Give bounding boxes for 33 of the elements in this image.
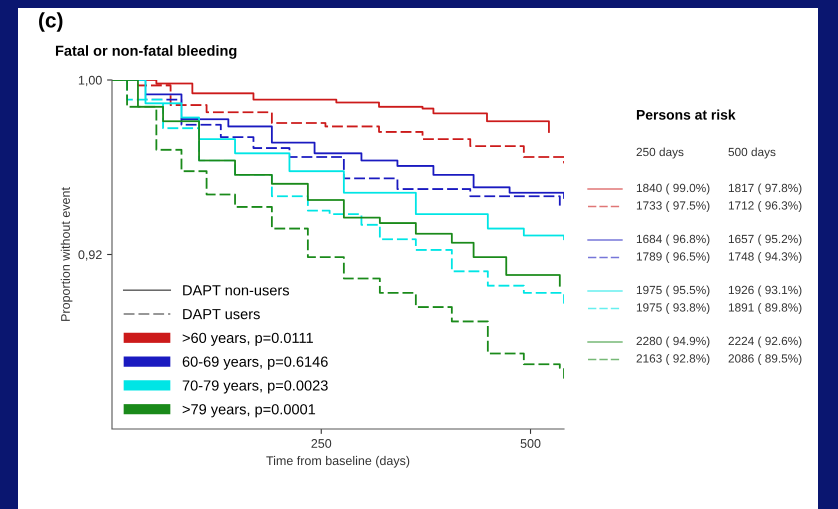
legend-label: 70-79 years, p=0.0023: [182, 380, 328, 394]
legend-label: >60 years, p=0.0111: [182, 332, 313, 346]
annotation: DAPT non-users: [183, 285, 290, 296]
y-tick-label: 1,00: [78, 76, 102, 86]
text: Persons at risk: [636, 110, 736, 120]
text: 2280 ( 94.9%): [636, 336, 710, 348]
chart-subtitle: Fatal or non-fatal bleeding: [56, 45, 236, 59]
x-axis-title: Time from baseline (days): [266, 456, 410, 468]
text: 1733 ( 97.5%): [636, 200, 710, 212]
text: 500 days: [728, 147, 776, 158]
y-axis-title: Proportion without event: [60, 187, 72, 321]
legend-label: >79 years, p=0.0001: [182, 404, 316, 418]
text: 1657 ( 95.2%): [728, 234, 802, 246]
text: 2224 ( 92.6%): [728, 336, 802, 348]
text: 2086 ( 89.5%): [728, 354, 802, 365]
text: 1748 ( 94.3%): [728, 252, 802, 263]
text: 1789 ( 96.5%): [636, 252, 710, 263]
legend-label: 60-69 years, p=0.6146: [182, 356, 328, 370]
x-tick-label: 250: [311, 439, 332, 448]
chart-title: (c): [39, 12, 62, 32]
text: 1926 ( 93.1%): [728, 285, 802, 296]
text: 1684 ( 96.8%): [636, 234, 710, 246]
text: 1840 ( 99.0%): [636, 183, 710, 194]
y-tick-label: 0,92: [78, 250, 102, 261]
text: 250 days: [636, 147, 684, 158]
text: 1817 ( 97.8%): [728, 183, 802, 194]
text: 1975 ( 95.5%): [636, 285, 710, 296]
text: 1891 ( 89.8%): [728, 302, 802, 314]
text: 2163 ( 92.8%): [636, 354, 710, 365]
text: 1975 ( 93.8%): [636, 302, 710, 314]
annotation: DAPT users: [183, 309, 260, 320]
text: 1712 ( 96.3%): [728, 200, 802, 212]
x-tick-label: 500: [520, 439, 540, 448]
